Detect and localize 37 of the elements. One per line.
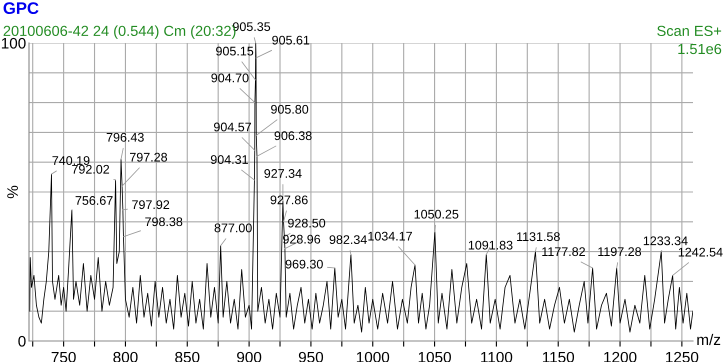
annotation: 1131.58 (517, 232, 560, 242)
annotation: 1.51e6 (678, 44, 722, 54)
annotation: 905.35 (233, 22, 270, 32)
annotation: 1034.17 (368, 232, 412, 241)
annotation: 1197.28 (598, 247, 642, 256)
annotation: 1177.82 (542, 247, 585, 256)
x-axis-title: m/z (697, 334, 720, 346)
annotation: 904.31 (210, 155, 248, 164)
annotation: 905.80 (271, 104, 308, 114)
annotation: 905.15 (216, 46, 254, 56)
annotation: 982.34 (330, 235, 367, 244)
annotation: 740.19 (52, 156, 90, 165)
annotation: 927.86 (270, 195, 308, 204)
annotation: 969.30 (286, 260, 323, 269)
annotation: 927.34 (264, 169, 302, 178)
annotation: 756.67 (76, 196, 113, 205)
annotation: 928.50 (288, 218, 326, 228)
annotation: 796.43 (106, 132, 144, 142)
chart-subtitle: 20100606-42 24 (0.544) Cm (20:32) (4, 25, 236, 39)
annotation: 906.38 (274, 131, 312, 140)
chart-title: GPC (4, 2, 39, 14)
y-tick-label: 100 (2, 38, 26, 49)
annotation: 797.28 (130, 152, 168, 162)
annotation: 877.00 (214, 223, 252, 232)
annotation: 798.38 (145, 217, 182, 226)
annotation: 1091.83 (468, 240, 513, 250)
annotation: 792.02 (72, 164, 110, 174)
annotation: 1242.54 (678, 248, 723, 257)
annotation: 905.61 (272, 36, 310, 45)
annotation: 1233.34 (644, 236, 688, 246)
annotation: 1050.25 (414, 210, 458, 219)
annotation: 797.92 (132, 200, 170, 210)
text: Scan ES+ (657, 26, 722, 36)
y-axis-title: % (7, 186, 18, 198)
y-tick-label: 0 (18, 336, 26, 347)
annotation: 904.57 (214, 122, 252, 132)
annotation: 904.70 (211, 73, 249, 82)
